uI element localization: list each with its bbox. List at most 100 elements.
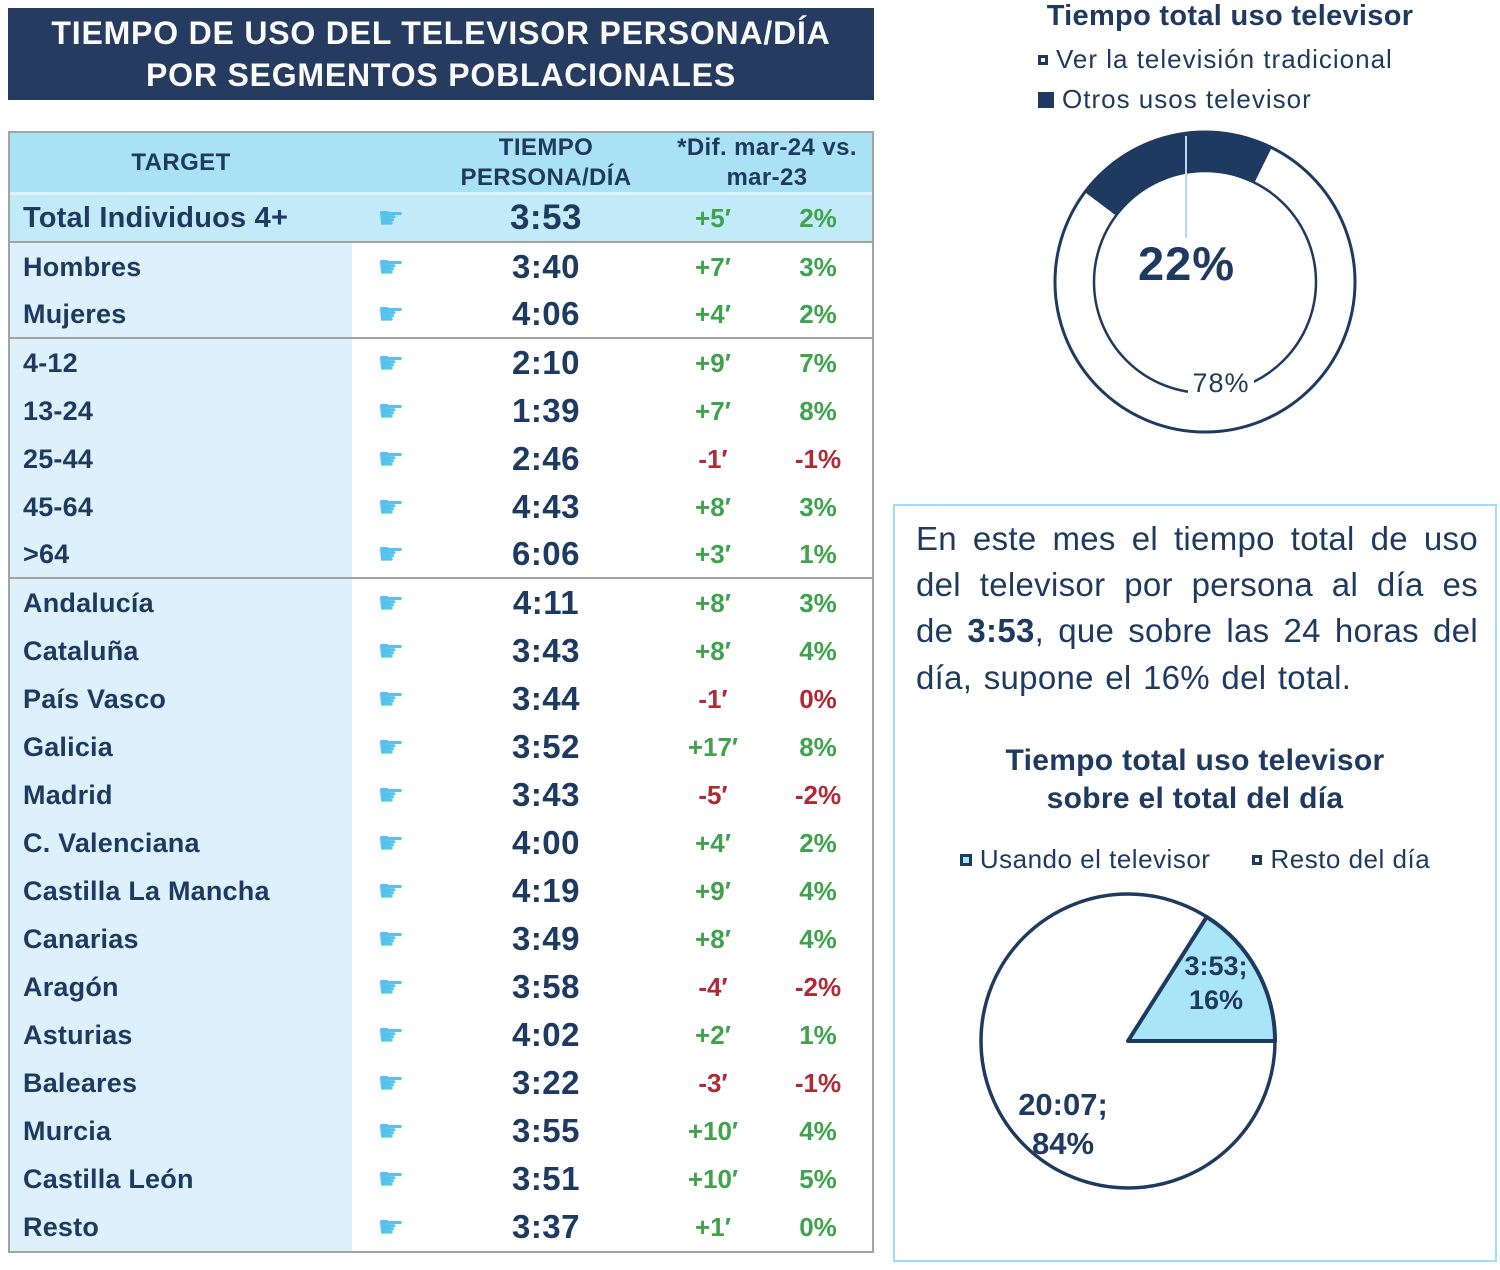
time-value: 4:19 <box>511 872 581 909</box>
time-value: 4:00 <box>511 824 581 861</box>
time-value: 6:06 <box>511 535 581 572</box>
table-row: Baleares ☛ 3:22 -3′ -1% <box>10 1059 872 1107</box>
pointing-finger-icon: ☛ <box>377 970 405 1004</box>
pointing-finger-icon: ☛ <box>377 1162 405 1196</box>
table-row: Aragón ☛ 3:58 -4′ -2% <box>10 963 872 1011</box>
pointing-finger-icon: ☛ <box>377 1114 405 1148</box>
table-row: País Vasco ☛ 3:44 -1′ 0% <box>10 675 872 723</box>
dif-percent-value: -1% <box>794 1067 842 1098</box>
blue-square-icon <box>959 853 972 866</box>
pointing-finger-icon: ☛ <box>377 874 405 908</box>
pointing-finger-icon: ☛ <box>377 394 405 428</box>
dif-minutes-value: +1′ <box>695 1211 731 1242</box>
target-label: Castilla La Mancha <box>10 867 352 915</box>
note-text-after: , que sobre las 24 horas del día, supone… <box>916 612 1478 696</box>
dif-minutes-value: +8′ <box>695 587 731 618</box>
table-row: 25-44 ☛ 2:46 -1′ -1% <box>10 435 872 483</box>
legend-item-tradicional: Ver la televisión tradicional <box>1038 44 1393 75</box>
dif-percent-value: 8% <box>799 731 837 762</box>
target-label: Hombres <box>10 243 352 291</box>
dif-percent-value: 8% <box>799 395 837 426</box>
time-value: 4:11 <box>512 584 580 621</box>
donut-main-percent: 22% <box>1137 237 1236 290</box>
pointing-finger-icon: ☛ <box>377 586 405 620</box>
target-label: Andalucía <box>10 579 352 627</box>
table-row: Castilla La Mancha ☛ 4:19 +9′ 4% <box>10 867 872 915</box>
time-value: 3:51 <box>511 1160 581 1197</box>
table-row: Mujeres ☛ 4:06 +4′ 2% <box>10 291 872 339</box>
pie-legend: Usando el televisor Resto del día <box>903 844 1487 875</box>
dif-minutes-value: +3′ <box>695 538 731 569</box>
dif-percent-value: 2% <box>799 827 837 858</box>
dif-minutes-value: +4′ <box>695 827 731 858</box>
pointing-finger-icon: ☛ <box>377 250 405 284</box>
pie-chart-svg <box>979 892 1277 1190</box>
pointing-finger-icon: ☛ <box>377 297 405 331</box>
time-value: 3:49 <box>511 920 581 957</box>
table-row: Galicia ☛ 3:52 +17′ 8% <box>10 723 872 771</box>
dif-minutes-value: +7′ <box>695 395 731 426</box>
table-row: 4-12 ☛ 2:10 +9′ 7% <box>10 339 872 387</box>
pie-usando-slice <box>1126 914 1277 1043</box>
time-value: 4:02 <box>511 1016 581 1053</box>
outline-square-icon <box>1038 54 1048 65</box>
dif-minutes-value: +10′ <box>687 1115 739 1146</box>
dif-minutes-value: +4′ <box>695 298 731 329</box>
main-title-bar: TIEMPO DE USO DEL TELEVISOR PERSONA/DÍA … <box>8 8 874 100</box>
time-value: 3:52 <box>511 728 581 765</box>
dif-minutes-value: +9′ <box>695 875 731 906</box>
dif-percent-value: 5% <box>799 1163 837 1194</box>
donut-otros-segment <box>1084 131 1272 216</box>
table-row: Andalucía ☛ 4:11 +8′ 3% <box>10 579 872 627</box>
target-label: Resto <box>10 1203 352 1251</box>
pointing-finger-icon: ☛ <box>377 490 405 524</box>
time-value: 4:43 <box>511 488 581 525</box>
donut-chart-title: Tiempo total uso televisor <box>1046 0 1414 32</box>
dif-percent-value: 3% <box>799 251 837 282</box>
pointing-finger-icon: ☛ <box>377 1066 405 1100</box>
dif-percent-value: 2% <box>799 202 837 233</box>
pointing-finger-icon: ☛ <box>377 346 405 380</box>
target-label: 4-12 <box>10 339 352 387</box>
target-label: >64 <box>10 531 352 577</box>
legend-item-resto: Resto del día <box>1252 844 1430 875</box>
legend-label: Resto del día <box>1270 844 1431 874</box>
pie-slice-label-resto: 20:07; 84% <box>1018 1087 1108 1161</box>
dif-minutes-value: -3′ <box>698 1067 728 1098</box>
legend-label: Usando el televisor <box>979 844 1211 874</box>
header-target: TARGET <box>131 148 231 176</box>
target-label: 25-44 <box>10 435 352 483</box>
table-header-row: TARGET TIEMPO PERSONA/DÍA *Dif. mar-24 v… <box>10 133 872 195</box>
dif-minutes-value: +8′ <box>695 491 731 522</box>
target-label: Madrid <box>10 771 352 819</box>
dif-percent-value: 4% <box>799 923 837 954</box>
pointing-finger-icon: ☛ <box>377 1018 405 1052</box>
time-value: 2:10 <box>511 344 581 381</box>
dif-percent-value: 0% <box>799 683 837 714</box>
note-paragraph: En este mes el tiempo total de uso del t… <box>916 516 1478 701</box>
time-value: 3:43 <box>511 776 581 813</box>
time-value: 2:46 <box>511 440 581 477</box>
table-row: Castilla León ☛ 3:51 +10′ 5% <box>10 1155 872 1203</box>
dif-minutes-value: +9′ <box>695 347 731 378</box>
pointing-finger-icon: ☛ <box>377 537 405 571</box>
table-row: Cataluña ☛ 3:43 +8′ 4% <box>10 627 872 675</box>
time-value: 1:39 <box>511 392 581 429</box>
dif-minutes-value: +17′ <box>687 731 739 762</box>
table-row: Resto ☛ 3:37 +1′ 0% <box>10 1203 872 1251</box>
pointing-finger-icon: ☛ <box>377 922 405 956</box>
target-label: Mujeres <box>10 291 352 337</box>
dif-minutes-value: -1′ <box>698 443 728 474</box>
target-label: 13-24 <box>10 387 352 435</box>
table-row: Madrid ☛ 3:43 -5′ -2% <box>10 771 872 819</box>
time-value: 3:55 <box>511 1112 581 1149</box>
dif-minutes-value: +2′ <box>695 1019 731 1050</box>
target-label: C. Valenciana <box>10 819 352 867</box>
table-row: Hombres ☛ 3:40 +7′ 3% <box>10 243 872 291</box>
table-row: C. Valenciana ☛ 4:00 +4′ 2% <box>10 819 872 867</box>
note-text-before: En este mes el tiempo total de uso del t… <box>916 520 1478 650</box>
target-label: Aragón <box>10 963 352 1011</box>
dif-minutes-value: -1′ <box>698 683 728 714</box>
dif-percent-value: 1% <box>799 1019 837 1050</box>
pointing-finger-icon: ☛ <box>377 778 405 812</box>
